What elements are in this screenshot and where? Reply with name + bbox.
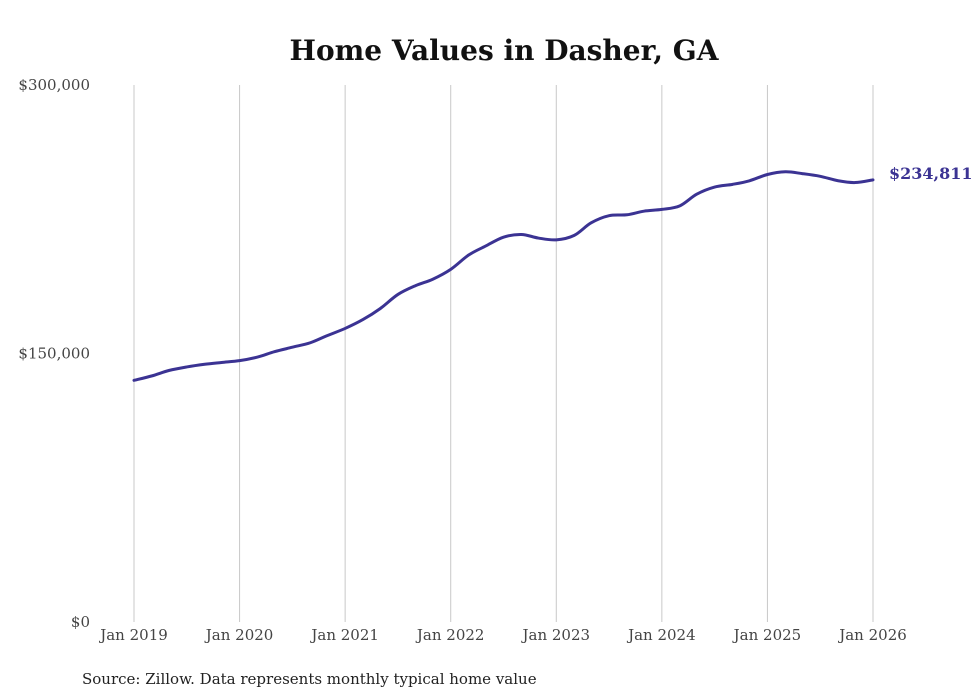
x-tick-label: Jan 2025 — [732, 626, 802, 644]
y-tick-label: $0 — [71, 613, 90, 631]
x-tick-label: Jan 2022 — [415, 626, 485, 644]
x-tick-label: Jan 2024 — [626, 626, 696, 644]
y-tick-label: $300,000 — [18, 76, 90, 94]
vertical-gridlines — [133, 85, 874, 622]
x-tick-label: Jan 2023 — [521, 626, 591, 644]
y-axis-tick-labels: $0 $150,000 $300,000 — [18, 76, 90, 631]
x-axis-tick-labels: Jan 2019 Jan 2020 Jan 2021 Jan 2022 Jan 2023… — [98, 626, 907, 644]
latest-value-label: $234,811 — [889, 164, 973, 183]
source-note: Source: Zillow. Data represents monthly … — [82, 670, 537, 688]
chart-title: Home Values in Dasher, GA — [290, 34, 720, 67]
x-tick-label: Jan 2020 — [204, 626, 274, 644]
x-tick-label: Jan 2026 — [837, 626, 907, 644]
home-value-series-line — [132, 170, 875, 382]
y-tick-label: $150,000 — [18, 345, 90, 363]
x-tick-label: Jan 2021 — [309, 626, 379, 644]
x-tick-label: Jan 2019 — [98, 626, 168, 644]
